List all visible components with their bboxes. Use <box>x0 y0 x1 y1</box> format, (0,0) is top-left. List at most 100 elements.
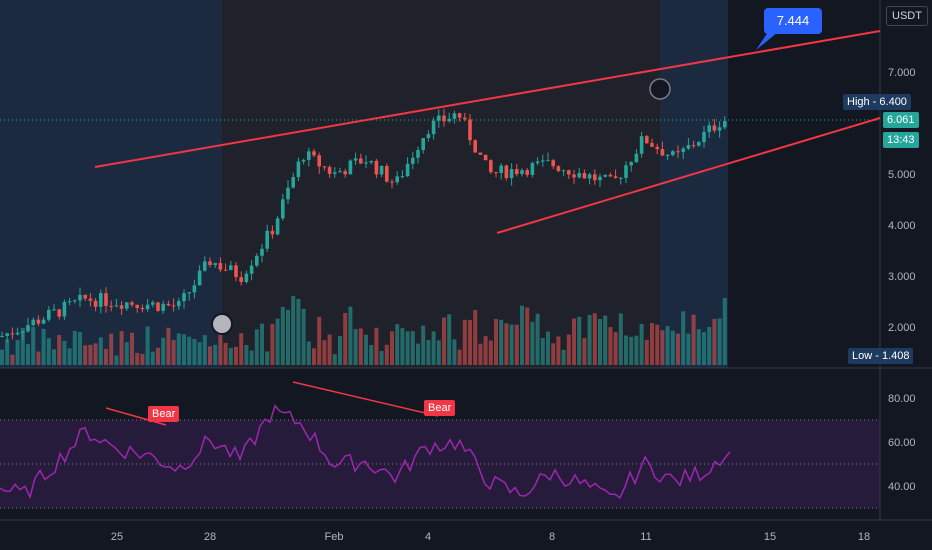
volume-bar <box>312 348 316 365</box>
candle-body <box>5 333 9 336</box>
volume-bar <box>509 324 514 365</box>
time-label: 25 <box>111 531 123 543</box>
candle-body <box>171 305 176 307</box>
time-label: 28 <box>204 531 216 543</box>
volume-bar <box>660 330 665 365</box>
candle-body <box>494 172 498 174</box>
time-label: 18 <box>858 531 870 543</box>
candle-body <box>322 166 327 168</box>
low-price-label: Low - 1.408 <box>848 348 914 364</box>
volume-bar <box>197 342 202 365</box>
volume-bar <box>650 322 654 365</box>
candle-body <box>0 335 4 337</box>
volume-bar <box>26 344 30 365</box>
volume-bar <box>31 327 36 365</box>
candle-body <box>712 125 717 131</box>
volume-bar <box>20 327 25 365</box>
volume-bar <box>306 341 311 365</box>
candle-body <box>546 160 550 162</box>
currency-selector[interactable]: USDT <box>886 6 928 26</box>
candle-body <box>665 154 670 156</box>
candle-body <box>67 301 72 303</box>
candle-body <box>650 143 654 147</box>
volume-bar <box>618 313 623 365</box>
candle-body <box>327 167 332 174</box>
candle-body <box>338 171 342 173</box>
volume-bar <box>62 340 67 365</box>
candle-body <box>613 176 618 179</box>
candle-body <box>499 165 503 173</box>
volume-bar <box>577 316 582 365</box>
volume-bar <box>442 317 446 365</box>
candle-body <box>629 162 633 166</box>
upper-channel-trendline[interactable] <box>94 30 881 168</box>
candle-body <box>509 169 514 179</box>
candle-body <box>489 160 493 173</box>
event-marker[interactable] <box>211 313 233 335</box>
candle-body <box>192 285 197 293</box>
candle-body <box>114 305 119 307</box>
time-label: 8 <box>549 531 555 543</box>
volume-bar <box>176 333 181 365</box>
candle-body <box>390 181 394 183</box>
price-target-callout[interactable]: 7.444 <box>764 8 822 34</box>
volume-bar <box>681 311 686 365</box>
volume-bar <box>119 331 124 365</box>
candle-body <box>525 170 529 175</box>
volume-bar <box>561 349 566 365</box>
callout-pointer <box>756 32 778 50</box>
candle-body <box>177 301 181 307</box>
candle-body <box>281 199 285 219</box>
price-tick: 2.000 <box>888 322 916 334</box>
volume-bar <box>551 343 556 365</box>
volume-bar <box>161 337 166 365</box>
candle-body <box>187 292 191 294</box>
candle-body <box>109 305 113 307</box>
candle-body <box>182 293 186 302</box>
candle-body <box>515 169 519 175</box>
volume-bar <box>332 354 337 365</box>
lower-channel-trendline[interactable] <box>496 117 881 234</box>
candle-body <box>587 174 592 179</box>
volume-bar <box>629 336 634 365</box>
volume-bar <box>98 337 103 365</box>
candle-body <box>369 160 373 163</box>
candle-body <box>312 151 316 156</box>
volume-bar <box>436 340 441 365</box>
candle-body <box>405 163 410 177</box>
candle-body <box>691 145 696 147</box>
candle-body <box>73 300 77 302</box>
high-price-label: High - 6.400 <box>843 94 911 110</box>
candle-body <box>520 170 524 175</box>
candle-body <box>140 307 145 310</box>
candle-body <box>145 304 150 310</box>
volume-bar <box>57 334 62 365</box>
volume-bar <box>405 331 410 365</box>
volume-bar <box>358 328 363 365</box>
volume-bar <box>670 330 675 365</box>
volume-bar <box>130 332 134 365</box>
candle-body <box>577 173 581 178</box>
volume-bar <box>192 338 197 365</box>
volume-bar <box>707 326 712 365</box>
event-marker[interactable] <box>649 78 671 100</box>
volume-bar <box>182 334 186 365</box>
volume-bar <box>530 321 535 365</box>
candle-body <box>21 331 25 333</box>
volume-bar <box>109 333 114 365</box>
candle-body <box>468 119 472 141</box>
volume-bar <box>93 343 98 365</box>
candle-body <box>31 319 35 326</box>
candle-body <box>125 302 129 309</box>
bear-divergence-label: Bear <box>148 406 180 422</box>
candle-body <box>156 302 160 311</box>
candle-body <box>213 263 217 265</box>
time-label: 11 <box>640 531 651 543</box>
candle-body <box>197 270 202 286</box>
candle-body <box>707 125 711 132</box>
candle-body <box>437 115 441 121</box>
volume-bar <box>478 343 483 365</box>
candle-body <box>83 294 87 299</box>
volume-bar <box>457 349 462 365</box>
